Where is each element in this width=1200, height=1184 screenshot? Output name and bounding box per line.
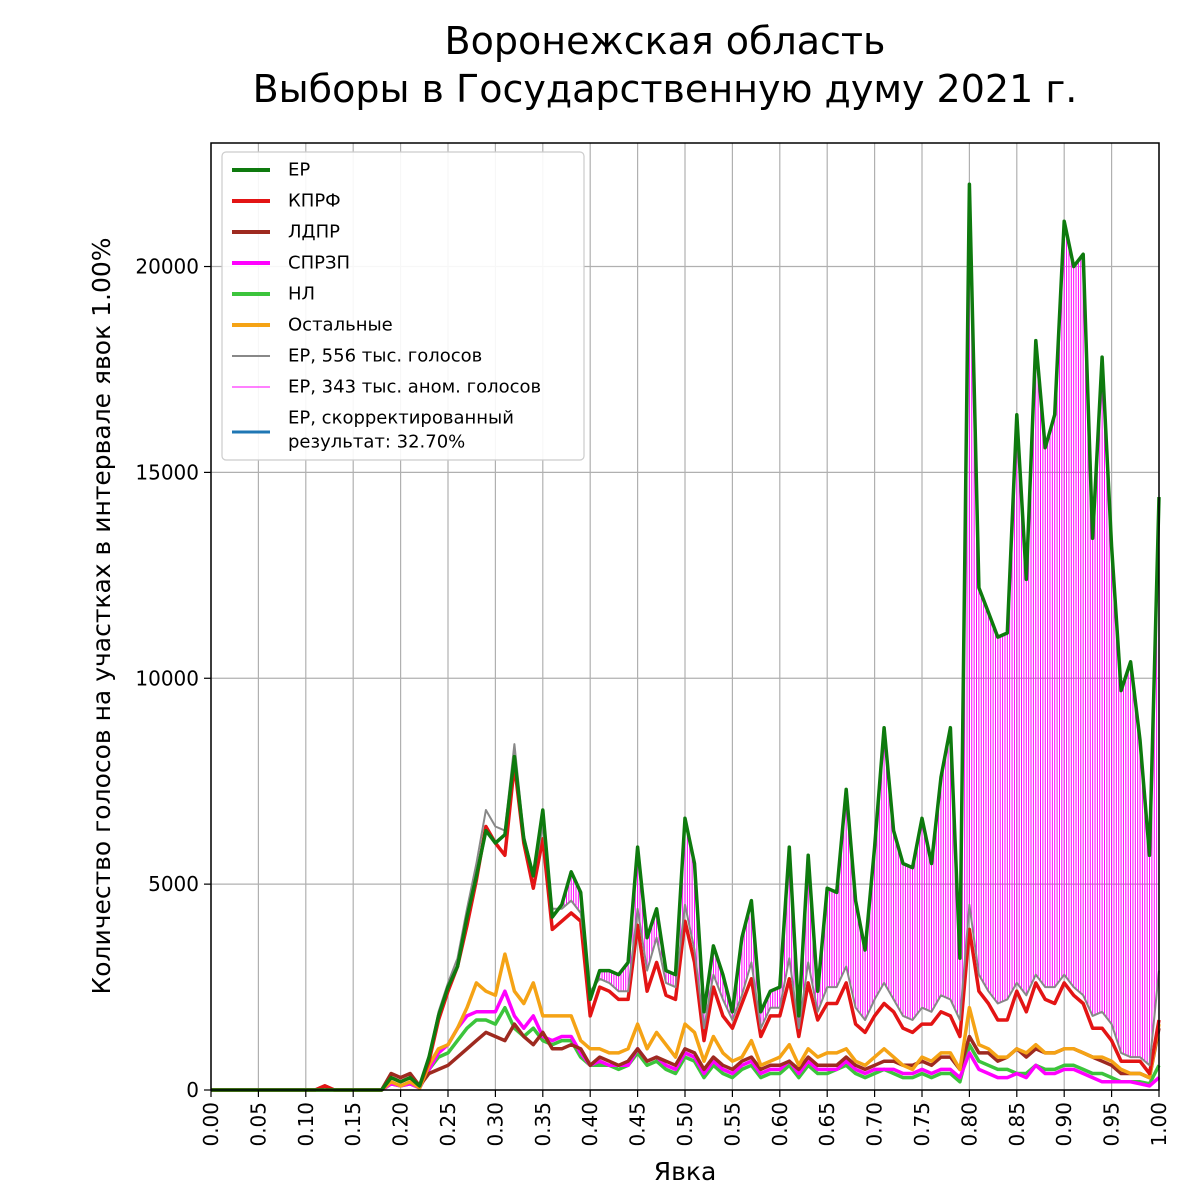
legend-label: ЕР, скорректированный <box>288 408 514 429</box>
x-tick-label: 0.85 <box>1005 1102 1029 1147</box>
x-tick-label: 0.30 <box>483 1102 507 1147</box>
x-tick-label: 0.55 <box>720 1102 744 1147</box>
x-tick-label: 0.10 <box>294 1102 318 1147</box>
legend-label: СПРЗП <box>288 253 350 274</box>
x-tick-label: 0.15 <box>341 1102 365 1147</box>
legend-label: Остальные <box>288 315 393 336</box>
x-tick-label: 0.40 <box>578 1102 602 1147</box>
legend-label: КПРФ <box>288 191 341 212</box>
chart-title-line2: Выборы в Государственную думу 2021 г. <box>252 67 1078 111</box>
legend-label: ЛДПР <box>288 222 340 243</box>
legend-label: результат: 32.70% <box>288 432 465 453</box>
y-tick-label: 10000 <box>135 666 199 690</box>
x-tick-label: 0.05 <box>246 1102 270 1147</box>
y-tick-label: 0 <box>186 1078 199 1102</box>
legend-label: ЕР <box>288 160 310 181</box>
x-tick-label: 0.80 <box>957 1102 981 1147</box>
x-tick-label: 0.50 <box>673 1102 697 1147</box>
legend-label: НЛ <box>288 284 315 305</box>
legend-box <box>221 151 585 461</box>
x-tick-label: 0.95 <box>1100 1102 1124 1147</box>
x-tick-label: 0.90 <box>1052 1102 1076 1147</box>
x-tick-label: 0.70 <box>863 1102 887 1147</box>
legend: ЕР КПРФ ЛДПР СПРЗП НЛ Остальные ЕР, 556 тыс. г… <box>221 151 585 461</box>
y-axis-label: Количество голосов на участках в интерва… <box>87 237 116 994</box>
x-tick-label: 0.35 <box>531 1102 555 1147</box>
legend-label: ЕР, 343 тыс. аном. голосов <box>288 377 541 398</box>
x-axis-label: Явка <box>654 1157 717 1184</box>
axis-ticks: 0.00 0.05 0.10 0.15 0.20 0.25 0.30 0.35 0.40 0.45… <box>135 255 1171 1147</box>
x-tick-label: 0.60 <box>768 1102 792 1147</box>
x-tick-label: 0.75 <box>910 1102 934 1147</box>
legend-label: ЕР, 556 тыс. голосов <box>288 346 482 367</box>
x-tick-label: 0.20 <box>389 1102 413 1147</box>
x-tick-label: 0.65 <box>815 1102 839 1147</box>
y-tick-label: 15000 <box>135 460 199 484</box>
y-tick-label: 5000 <box>148 872 199 896</box>
x-tick-label: 0.45 <box>626 1102 650 1147</box>
x-tick-label: 0.00 <box>199 1102 223 1147</box>
x-tick-label: 1.00 <box>1147 1102 1171 1147</box>
chart-title-line1: Воронежская область <box>444 19 886 63</box>
y-tick-label: 20000 <box>135 255 199 279</box>
x-tick-label: 0.25 <box>436 1102 460 1147</box>
